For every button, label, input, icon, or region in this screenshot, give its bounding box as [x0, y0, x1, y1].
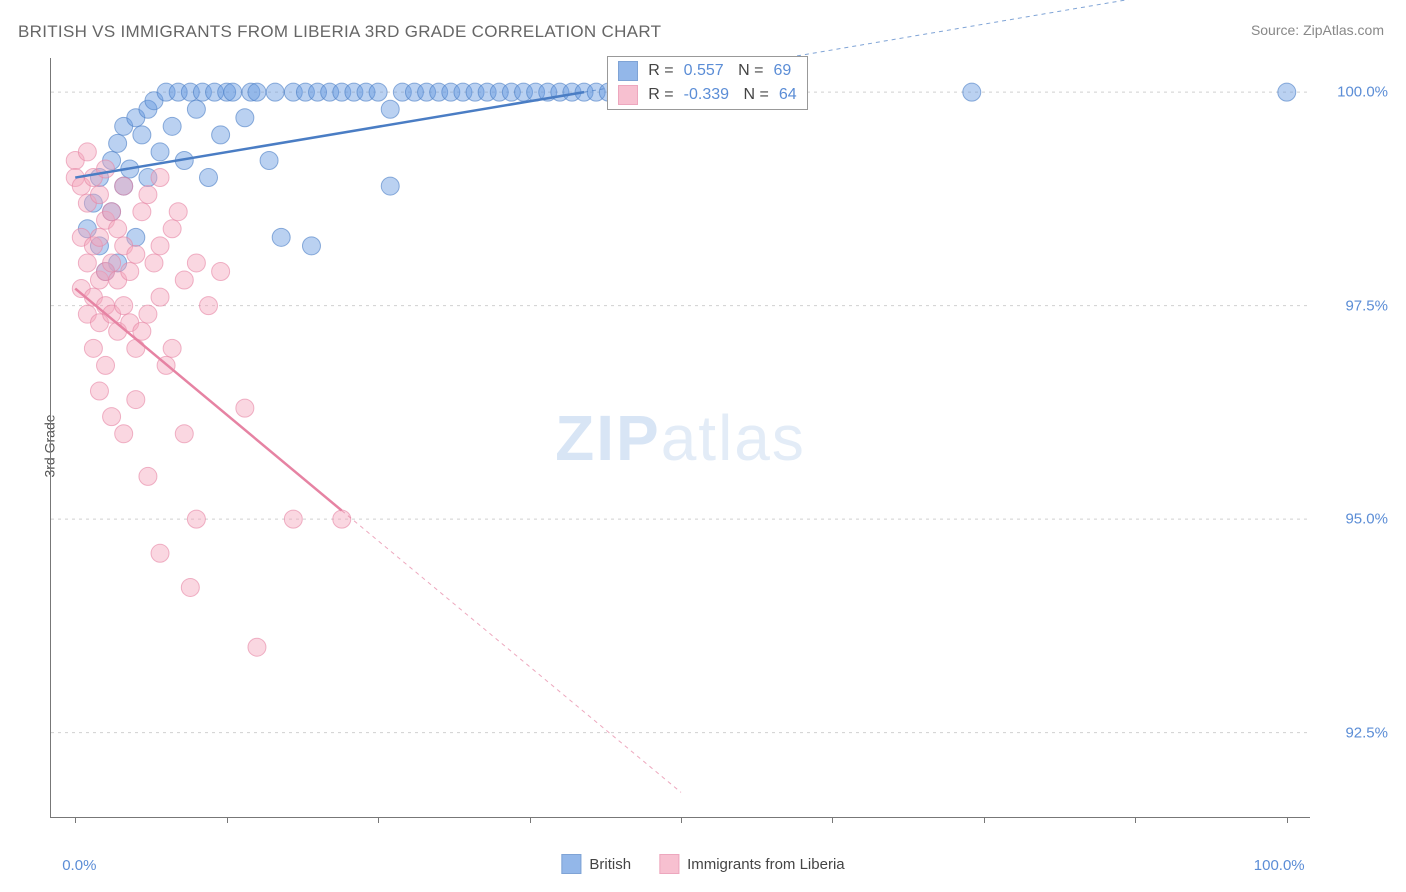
x-tick	[1135, 817, 1136, 823]
r-value: -0.339	[684, 86, 729, 104]
y-tick-label: 92.5%	[1345, 724, 1388, 741]
legend-swatch-british	[561, 854, 581, 874]
x-tick	[681, 817, 682, 823]
bottom-legend: British Immigrants from Liberia	[561, 854, 844, 874]
y-tick-label: 95.0%	[1345, 511, 1388, 528]
n-label: N =	[734, 62, 764, 80]
stats-legend: R = 0.557 N = 69 R = -0.339 N = 64	[607, 56, 807, 110]
x-tick	[832, 817, 833, 823]
legend-item-british: British	[561, 854, 631, 874]
n-value: 69	[773, 62, 791, 80]
y-tick-label: 100.0%	[1337, 84, 1388, 101]
stats-swatch	[618, 85, 638, 105]
source-attribution: Source: ZipAtlas.com	[1251, 22, 1384, 38]
x-tick	[75, 817, 76, 823]
x-tick-label-min: 0.0%	[62, 857, 96, 874]
n-label: N =	[739, 86, 769, 104]
x-tick	[1287, 817, 1288, 823]
r-value: 0.557	[684, 62, 724, 80]
x-tick-label-max: 100.0%	[1254, 857, 1305, 874]
scatter-svg	[51, 58, 1310, 817]
x-tick	[227, 817, 228, 823]
r-label: R =	[648, 62, 673, 80]
r-label: R =	[648, 86, 673, 104]
n-value: 64	[779, 86, 797, 104]
legend-label-british: British	[589, 856, 631, 873]
stats-row: R = -0.339 N = 64	[618, 85, 796, 105]
legend-swatch-liberia	[659, 854, 679, 874]
legend-item-liberia: Immigrants from Liberia	[659, 854, 845, 874]
legend-label-liberia: Immigrants from Liberia	[687, 856, 845, 873]
x-tick	[530, 817, 531, 823]
stats-row: R = 0.557 N = 69	[618, 61, 796, 81]
y-tick-label: 97.5%	[1345, 297, 1388, 314]
chart-plot-area: ZIPatlas	[50, 58, 1310, 818]
x-tick	[378, 817, 379, 823]
stats-swatch	[618, 61, 638, 81]
chart-title: BRITISH VS IMMIGRANTS FROM LIBERIA 3RD G…	[18, 22, 661, 42]
x-tick	[984, 817, 985, 823]
